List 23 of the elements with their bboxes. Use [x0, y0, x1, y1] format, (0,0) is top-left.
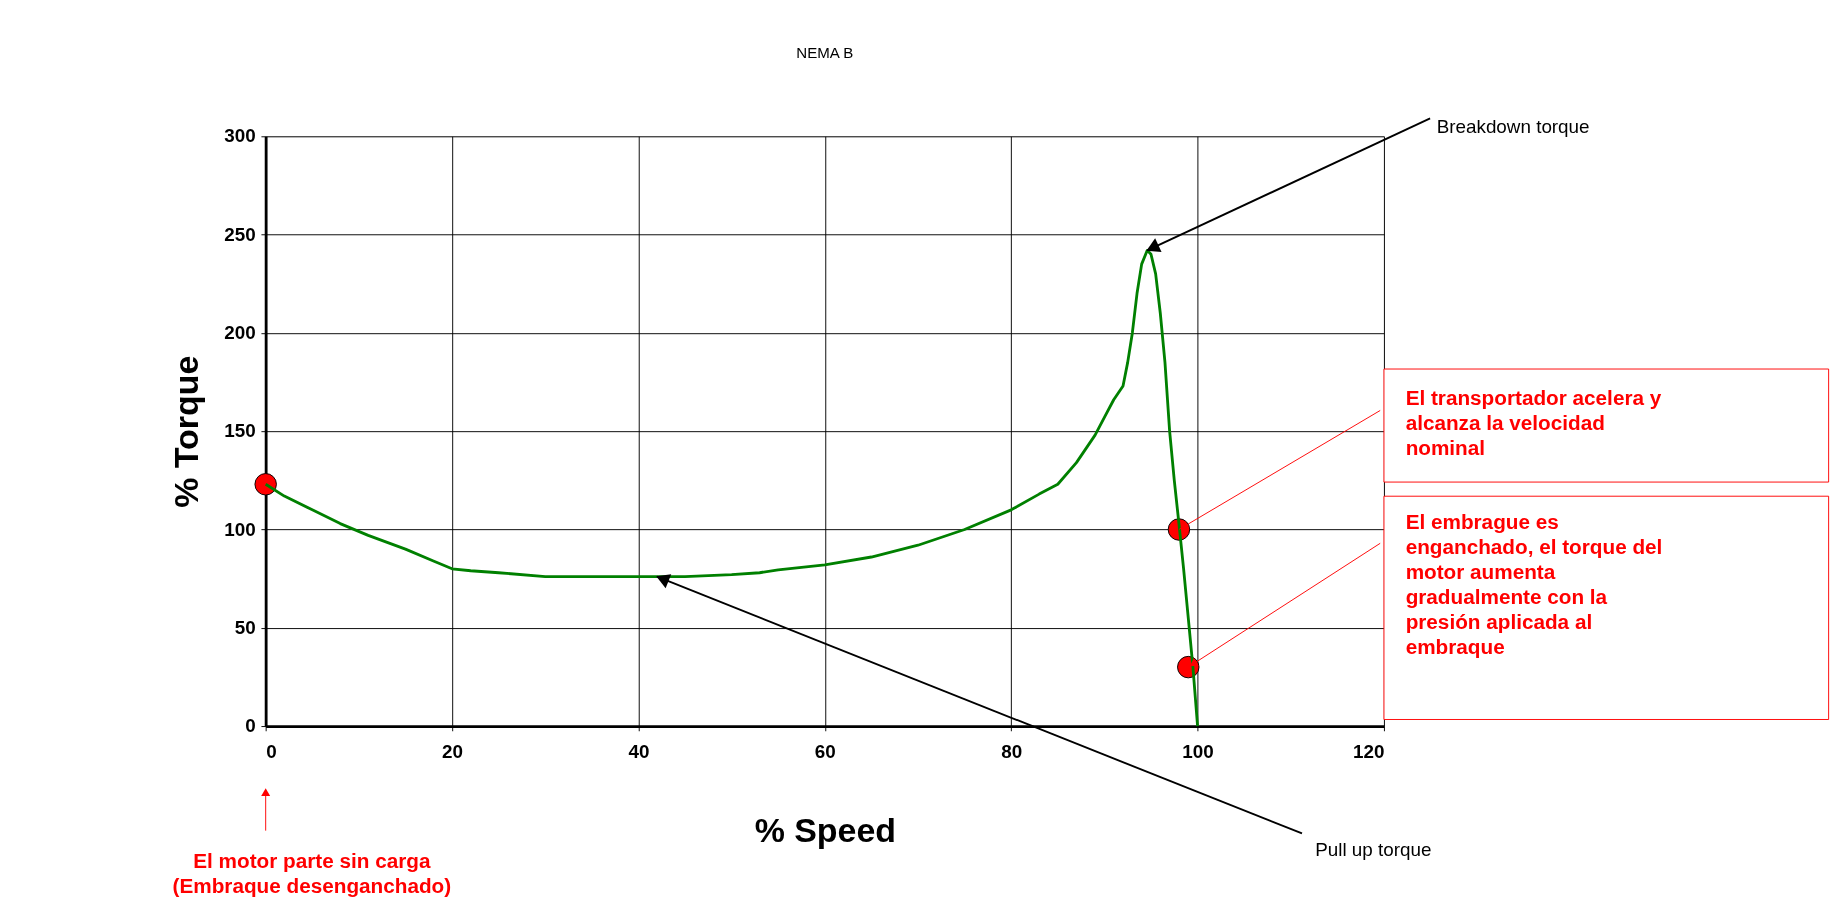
annotation: Pull up torque [1315, 839, 1432, 861]
x-tick-label: 40 [628, 740, 650, 762]
y-tick-label: 200 [224, 322, 256, 344]
text: El motor parte sin carga (Embraque desenganchado) [172, 849, 452, 898]
y-tick-label: 150 [224, 420, 256, 442]
y-axis-title: % Torque [166, 355, 205, 508]
annotation: El transportador acelera y alcanza la velocidad nominal [1405, 385, 1662, 459]
y-tick-label: 300 [224, 125, 256, 147]
y-tick-label: 50 [234, 616, 256, 638]
x-tick-label: 100 [1182, 740, 1214, 762]
chart-title: NEMA B [796, 44, 854, 62]
x-tick-label: 120 [1353, 740, 1385, 762]
x-axis-title: % Speed [754, 811, 896, 850]
x-tick-label: 0 [266, 740, 277, 762]
annotation: El embrague es enganchado, el torque del motor aumenta gradualmente con la presión aplicada al embraque [1405, 510, 1663, 658]
x-tick-label: 80 [1001, 740, 1023, 762]
x-tick-label: 60 [814, 740, 836, 762]
y-tick-label: 250 [224, 223, 256, 245]
y-tick-label: 100 [224, 518, 256, 540]
annotation: Breakdown torque [1436, 116, 1590, 138]
y-tick-label: 0 [245, 715, 256, 737]
x-tick-label: 20 [442, 740, 463, 762]
point [254, 473, 277, 496]
